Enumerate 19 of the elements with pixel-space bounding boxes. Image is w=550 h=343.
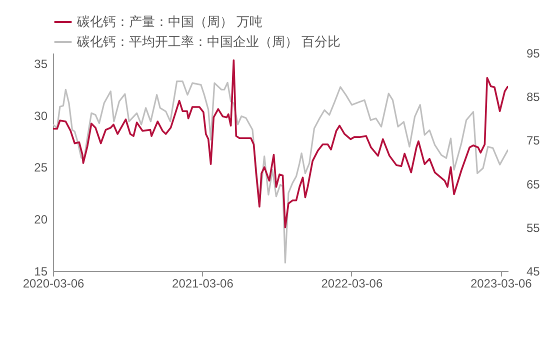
y2-tick-label: 85 bbox=[526, 90, 540, 104]
y-tick-label: 25 bbox=[34, 160, 48, 175]
y2-tick-label: 55 bbox=[526, 220, 540, 235]
y-tick-label: 35 bbox=[34, 56, 48, 71]
y2-tick-label: 45 bbox=[526, 264, 540, 278]
legend-label: 碳化钙：产量：中国（周） 万吨 bbox=[76, 14, 263, 29]
y-tick-label: 30 bbox=[34, 108, 48, 123]
y2-tick-label: 75 bbox=[526, 134, 540, 148]
x-tick-label: 2021-03-06 bbox=[172, 276, 234, 290]
line-series bbox=[53, 59, 508, 228]
x-tick-label: 2020-03-06 bbox=[22, 276, 85, 290]
y-tick-label: 15 bbox=[34, 264, 48, 278]
y2-tick-label: 65 bbox=[526, 177, 540, 192]
line-series bbox=[53, 80, 508, 264]
y2-tick-label: 95 bbox=[526, 46, 540, 60]
y-tick-label: 20 bbox=[34, 212, 48, 227]
x-tick-label: 2023-03-06 bbox=[470, 276, 532, 290]
legend-label: 碳化钙：平均开工率：中国企业（周） 百分比 bbox=[76, 34, 341, 49]
x-tick-label: 2022-03-06 bbox=[321, 276, 383, 290]
